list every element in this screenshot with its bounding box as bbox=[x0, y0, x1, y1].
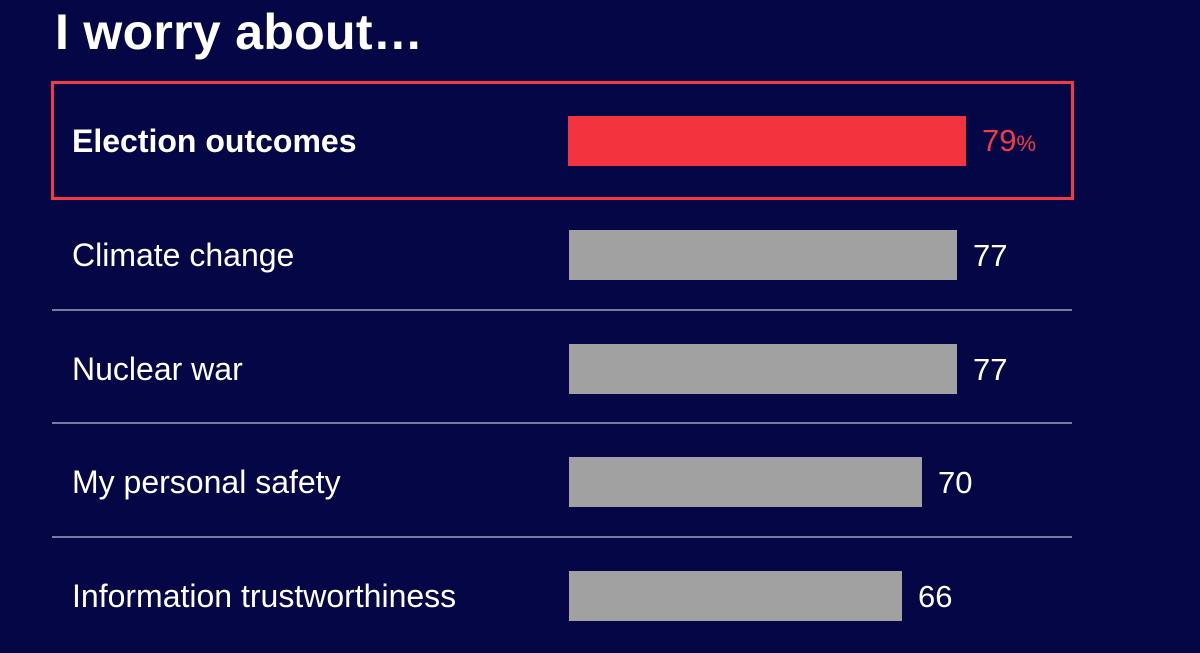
value-label: 66 bbox=[918, 578, 953, 614]
row-divider bbox=[52, 309, 1072, 311]
category-label: Climate change bbox=[72, 237, 295, 273]
category-label: My personal safety bbox=[72, 464, 341, 500]
bar-row: My personal safety 70 bbox=[52, 425, 1072, 539]
value-label: 79% bbox=[982, 123, 1037, 158]
bar bbox=[569, 344, 957, 394]
chart-title: I worry about… bbox=[55, 4, 424, 60]
bar-row: Election outcomes 79% bbox=[51, 81, 1074, 200]
row-divider bbox=[52, 422, 1072, 424]
bar bbox=[569, 457, 922, 507]
bar-row: Nuclear war 77 bbox=[52, 312, 1072, 426]
bar-row: Climate change 77 bbox=[52, 198, 1072, 312]
bar-row: Information trustworthiness 66 bbox=[52, 539, 1072, 653]
value-label: 77 bbox=[973, 351, 1008, 387]
category-label: Nuclear war bbox=[72, 351, 243, 387]
bar bbox=[569, 230, 957, 280]
value-label: 70 bbox=[938, 464, 973, 500]
row-divider bbox=[52, 536, 1072, 538]
percent-sign: % bbox=[1016, 130, 1037, 156]
value-label: 77 bbox=[973, 237, 1008, 273]
category-label: Information trustworthiness bbox=[72, 578, 457, 614]
bar bbox=[568, 116, 966, 166]
bar bbox=[569, 571, 902, 621]
category-label: Election outcomes bbox=[72, 122, 357, 159]
